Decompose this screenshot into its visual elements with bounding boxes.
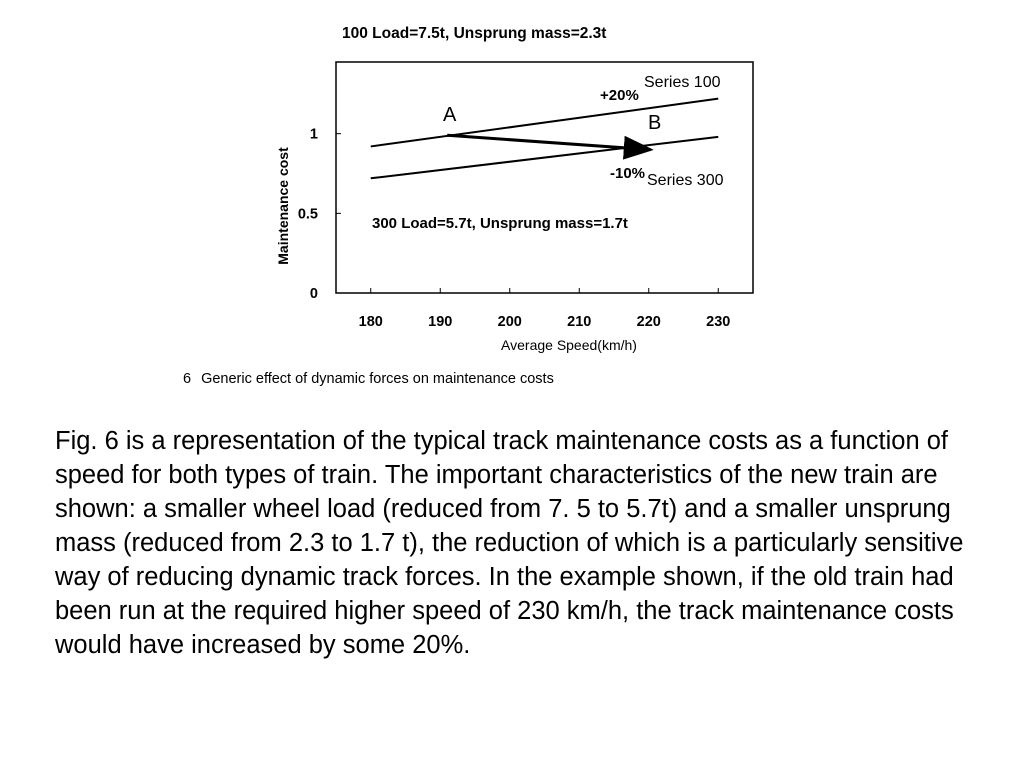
- series-line-0: [370, 97, 719, 148]
- point-label-a: A: [443, 104, 457, 126]
- y-tick-label-1: 0.5: [298, 206, 318, 222]
- annotation-plus-20: +20%: [600, 87, 639, 104]
- series-line-1: [370, 135, 719, 180]
- x-tick-label-0: 180: [359, 314, 383, 330]
- x-tick-label-1: 190: [428, 314, 452, 330]
- figure-caption: 6 Generic effect of dynamic forces on mai…: [183, 371, 554, 387]
- x-tick-label-5: 230: [706, 314, 730, 330]
- plot-frame: [335, 61, 754, 294]
- axis-ticks: 180 190 200 210 220 230 0 0.5 1: [298, 127, 731, 330]
- y-tick-label-0: 0: [310, 286, 318, 302]
- a-to-b-arrow: [447, 133, 654, 160]
- series-lines: [370, 97, 719, 180]
- inner-note: 300 Load=5.7t, Unsprung mass=1.7t: [372, 215, 628, 232]
- chart: 100 Load=7.5t, Unsprung mass=2.3t 180 190…: [275, 25, 754, 353]
- x-axis-label: Average Speed(km/h): [501, 337, 637, 353]
- series-label-300: Series 300: [647, 172, 724, 189]
- y-axis-label: Maintenance cost: [275, 147, 291, 265]
- x-tick-label-4: 220: [637, 314, 661, 330]
- y-tick-label-2: 1: [310, 127, 318, 143]
- caption-number: 6: [183, 371, 192, 387]
- figure: 100 Load=7.5t, Unsprung mass=2.3t 180 190…: [183, 25, 754, 387]
- point-label-b: B: [648, 112, 661, 134]
- x-tick-label-2: 200: [498, 314, 522, 330]
- series-label-100: Series 100: [644, 74, 721, 91]
- body-paragraph: Fig. 6 is a representation of the typica…: [55, 427, 964, 659]
- chart-top-note: 100 Load=7.5t, Unsprung mass=2.3t: [342, 25, 606, 42]
- series-labels: Series 100 Series 300 +20% -10% A B: [443, 74, 724, 189]
- caption-text: Generic effect of dynamic forces on main…: [201, 371, 554, 387]
- annotation-minus-10: -10%: [610, 165, 645, 182]
- x-tick-label-3: 210: [567, 314, 591, 330]
